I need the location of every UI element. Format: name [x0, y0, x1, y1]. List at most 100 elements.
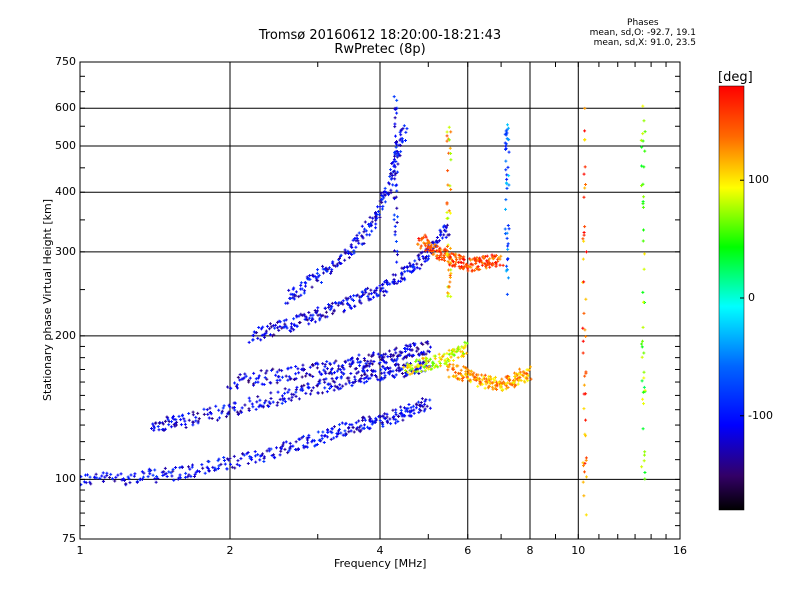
data-point: [494, 261, 498, 265]
data-point: [583, 186, 587, 190]
data-point: [283, 400, 287, 404]
data-point: [392, 278, 396, 282]
data-point: [304, 374, 308, 378]
data-point: [506, 126, 510, 130]
data-point: [162, 470, 166, 474]
data-point: [413, 371, 417, 375]
data-point: [287, 288, 291, 292]
data-point: [449, 261, 453, 265]
data-point: [178, 466, 182, 470]
data-point: [308, 274, 312, 278]
data-point: [416, 347, 420, 351]
data-point: [228, 405, 232, 409]
data-point: [352, 299, 356, 303]
data-point: [361, 236, 365, 240]
data-point: [219, 462, 223, 466]
data-point: [301, 363, 305, 367]
data-point: [283, 322, 287, 326]
data-point: [445, 245, 449, 249]
data-point: [394, 171, 398, 175]
data-point: [497, 380, 501, 384]
data-point: [422, 350, 426, 354]
data-point: [205, 408, 209, 412]
data-point: [174, 466, 178, 470]
data-point: [342, 367, 346, 371]
data-point: [375, 418, 379, 422]
data-point: [329, 368, 333, 372]
data-point: [400, 371, 404, 375]
data-point: [439, 252, 443, 256]
data-point: [248, 399, 252, 403]
data-point: [326, 429, 330, 433]
data-point: [409, 414, 413, 418]
data-point: [80, 475, 83, 479]
data-point: [328, 308, 332, 312]
data-point: [286, 378, 290, 382]
data-point: [582, 195, 586, 199]
data-point: [323, 434, 327, 438]
data-point: [297, 371, 301, 375]
data-point: [445, 211, 449, 215]
data-point: [582, 233, 586, 237]
data-point: [426, 238, 430, 242]
data-point: [320, 437, 324, 441]
grid-lines: [80, 62, 680, 539]
data-point: [282, 319, 286, 323]
data-point: [359, 295, 363, 299]
data-point: [323, 370, 327, 374]
data-point: [369, 417, 373, 421]
data-point: [394, 418, 398, 422]
data-point: [385, 415, 389, 419]
data-point: [367, 224, 371, 228]
data-point: [305, 445, 309, 449]
data-point: [643, 252, 647, 256]
data-point: [88, 480, 92, 484]
data-point: [446, 291, 450, 295]
data-point: [411, 268, 415, 272]
data-point: [358, 430, 362, 434]
data-point: [462, 265, 466, 269]
data-point: [358, 364, 362, 368]
data-point: [505, 236, 509, 240]
data-point: [349, 306, 353, 310]
data-point: [208, 406, 212, 410]
data-point: [415, 349, 419, 353]
data-point: [258, 454, 262, 458]
data-point: [393, 233, 397, 237]
data-point: [325, 360, 329, 364]
data-point: [641, 397, 645, 401]
data-point: [505, 182, 509, 186]
data-point: [233, 381, 237, 385]
data-point: [507, 227, 511, 231]
data-point: [329, 384, 333, 388]
data-point: [184, 426, 188, 430]
data-point: [392, 164, 396, 168]
data-point: [352, 251, 356, 255]
data-point: [456, 364, 460, 368]
data-point: [516, 382, 520, 386]
data-point: [376, 378, 380, 382]
data-point: [332, 388, 336, 392]
data-point: [311, 364, 315, 368]
data-point: [359, 380, 363, 384]
data-point: [407, 352, 411, 356]
data-point: [265, 369, 269, 373]
data-point: [367, 364, 371, 368]
data-point: [390, 174, 394, 178]
data-point: [114, 475, 118, 479]
data-point: [394, 413, 398, 417]
data-point: [305, 275, 309, 279]
data-point: [193, 475, 197, 479]
data-point: [253, 450, 257, 454]
data-point: [398, 138, 402, 142]
data-point: [378, 419, 382, 423]
data-point: [363, 227, 367, 231]
data-point: [458, 256, 462, 260]
data-point: [365, 374, 369, 378]
data-point: [417, 353, 421, 357]
data-point: [346, 252, 350, 256]
data-point: [274, 323, 278, 327]
data-point: [364, 361, 368, 365]
data-point: [493, 378, 497, 382]
